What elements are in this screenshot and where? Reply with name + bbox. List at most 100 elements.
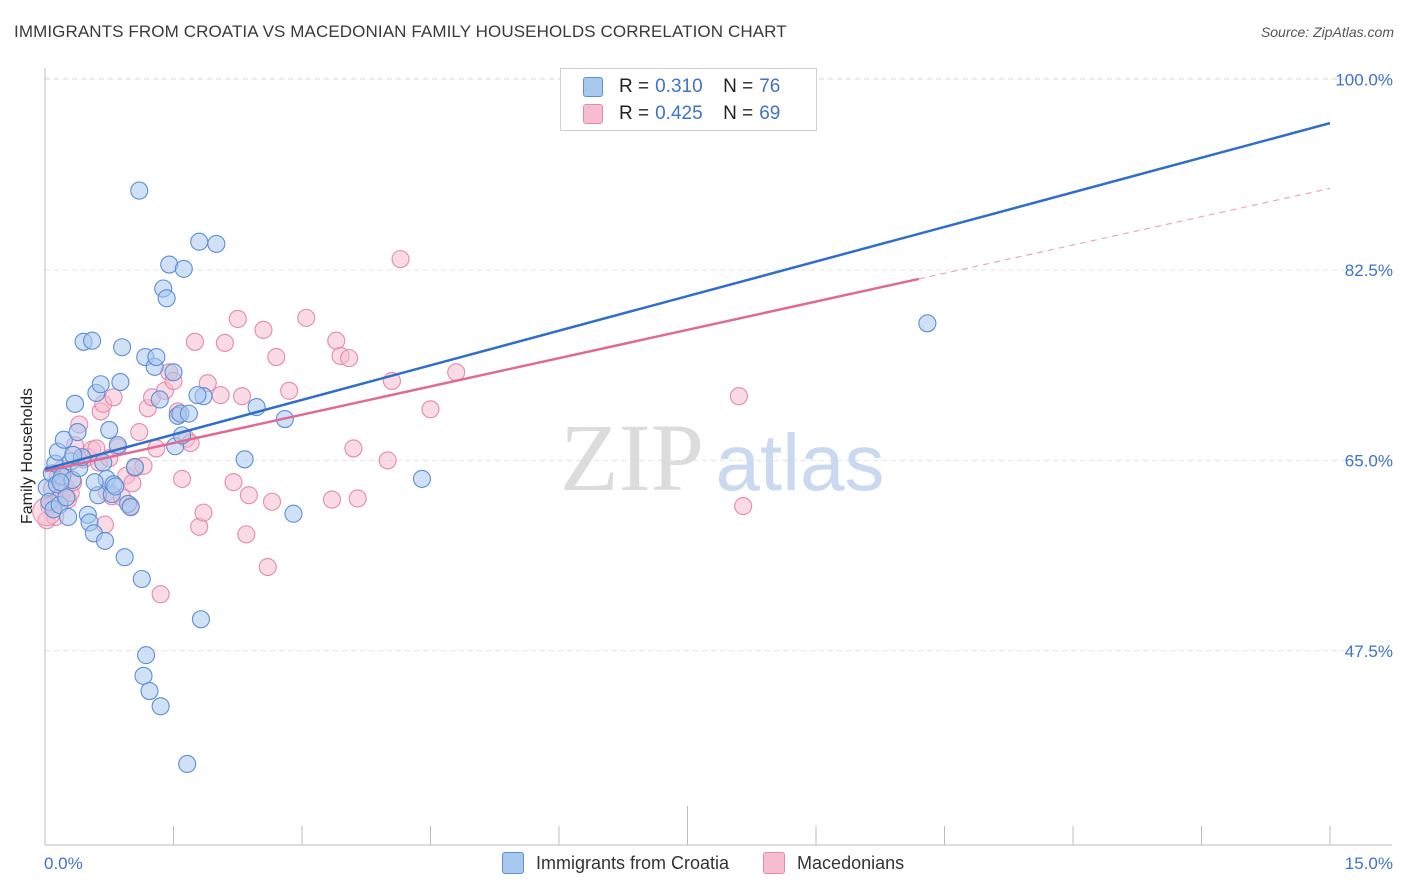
data-point (123, 474, 142, 493)
data-point (228, 309, 247, 329)
series-legend: Immigrants from Croatia Macedonians (502, 852, 938, 874)
n-label: N = (723, 103, 754, 124)
n-label: N = (723, 76, 754, 97)
data-point (125, 457, 144, 476)
watermark-zip: ZIP (560, 404, 704, 511)
data-point (239, 486, 258, 505)
tick-labels: 47.5% 65.0% 82.5% 100.0% 0.0% 15.0% (44, 71, 1393, 873)
n-value: 69 (759, 103, 781, 124)
y-tick-label: 82.5% (1345, 261, 1393, 280)
data-point (113, 338, 132, 357)
x-tick-label: 15.0% (1345, 854, 1393, 873)
trend-line-croatia (44, 121, 1331, 471)
data-point (348, 489, 367, 508)
data-point (104, 388, 123, 407)
watermark-atlas: atlas (716, 418, 885, 507)
data-point (378, 451, 397, 470)
data-point (297, 308, 316, 327)
data-point (173, 469, 192, 488)
series-macedonians (32, 86, 753, 604)
axes (44, 68, 1392, 846)
data-point (344, 439, 363, 458)
legend-label: Immigrants from Croatia (536, 852, 730, 873)
chart-title: IMMIGRANTS FROM CROATIA VS MACEDONIAN FA… (14, 22, 787, 41)
data-point (140, 682, 159, 701)
data-point (115, 548, 134, 567)
data-point (224, 473, 243, 492)
data-point (151, 585, 170, 604)
watermark: ZIP atlas (560, 404, 884, 511)
data-point (258, 557, 277, 577)
data-point (207, 234, 226, 253)
data-point (280, 381, 299, 400)
data-point (164, 363, 183, 382)
data-point (85, 473, 104, 492)
data-point (106, 477, 125, 496)
data-point (83, 331, 102, 350)
data-point (132, 569, 151, 589)
data-point (327, 331, 346, 350)
data-point (147, 347, 166, 367)
data-point (421, 400, 440, 419)
trend-line-macedonians (44, 277, 920, 473)
data-point (729, 387, 748, 406)
legend-swatch-pink (763, 852, 786, 874)
data-point (194, 503, 213, 522)
legend-label: Macedonians (797, 852, 905, 873)
data-point (91, 375, 110, 394)
data-point (412, 469, 431, 488)
data-point (134, 666, 153, 685)
n-value: 76 (759, 76, 781, 97)
data-point (391, 250, 410, 269)
legend-swatch-blue (583, 77, 603, 97)
data-point (232, 387, 252, 406)
legend-row-macedonians: R = 0.425 N = 69 (583, 102, 781, 126)
y-tick-label: 100.0% (1335, 71, 1393, 90)
r-label: R = (619, 76, 650, 97)
gridlines (45, 77, 1392, 652)
legend-swatch-pink (583, 104, 603, 124)
data-point (151, 697, 170, 716)
legend-item-macedonians[interactable]: Macedonians (763, 852, 904, 874)
data-point (65, 394, 85, 413)
data-point (340, 349, 359, 368)
legend-row-croatia: R = 0.310 N = 76 (583, 75, 781, 99)
data-point (191, 610, 210, 629)
r-value: 0.310 (655, 76, 703, 97)
data-point (100, 420, 119, 439)
source-label: Source: ZipAtlas.com (1260, 24, 1394, 40)
data-point (68, 423, 87, 442)
data-point (137, 646, 156, 665)
data-point (190, 232, 209, 251)
data-point (185, 332, 204, 351)
trend-line-macedonians-dashed (918, 187, 1331, 280)
y-tick-label: 47.5% (1345, 642, 1393, 661)
data-point (254, 320, 273, 339)
data-point (179, 404, 198, 423)
data-point (121, 498, 140, 517)
data-point (284, 504, 303, 523)
data-point (322, 490, 342, 509)
data-point (215, 333, 234, 352)
data-point (157, 289, 176, 308)
legend-item-croatia[interactable]: Immigrants from Croatia (502, 852, 729, 874)
data-point (150, 390, 169, 409)
r-value: 0.425 (655, 103, 703, 124)
correlation-legend: R = 0.310 N = 76 R = 0.425 N = 69 (560, 68, 817, 131)
data-point (57, 488, 76, 507)
data-point (54, 430, 73, 449)
data-point (111, 373, 130, 392)
data-point (211, 386, 230, 405)
data-point (130, 181, 149, 200)
y-tick-label: 65.0% (1345, 451, 1393, 470)
data-point (59, 507, 78, 527)
data-point (178, 754, 197, 774)
data-point (188, 386, 207, 405)
r-label: R = (619, 103, 650, 124)
data-point (267, 347, 286, 367)
data-point (918, 314, 937, 333)
trend-lines (44, 121, 1331, 473)
data-point (262, 492, 282, 511)
legend-swatch-blue (502, 852, 524, 874)
